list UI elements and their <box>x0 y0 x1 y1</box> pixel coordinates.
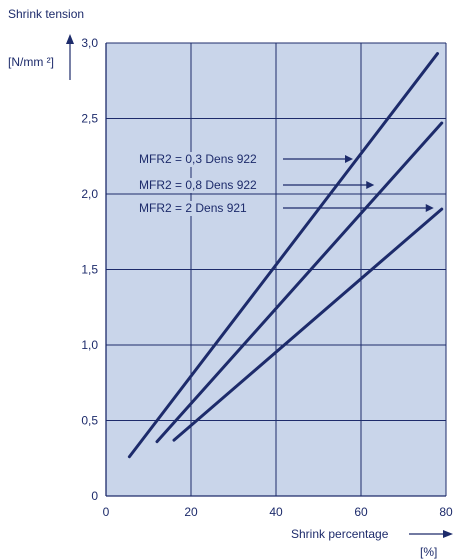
annotation-arrow-head-3 <box>425 204 434 212</box>
series-lines <box>127 52 444 459</box>
y-axis-title: Shrink tension <box>8 7 84 21</box>
series-line-3 <box>172 207 444 442</box>
x-tick-label-3: 60 <box>354 505 368 519</box>
tick-labels: 0 20 40 60 80 0 0,5 1,0 1,5 2,0 2,5 3,0 <box>81 36 453 519</box>
x-tick-label-0: 0 <box>103 505 110 519</box>
x-axis-unit: [%] <box>420 545 437 559</box>
y-tick-label-5: 2,5 <box>81 112 98 126</box>
y-axis-unit: [N/mm ²] <box>8 55 54 69</box>
x-axis-title: Shrink percentage <box>291 527 389 541</box>
x-tick-label-2: 40 <box>269 505 283 519</box>
series-label-2: MFR2 = 0,8 Dens 922 <box>139 178 257 192</box>
y-axis-arrow <box>66 34 74 80</box>
y-tick-label-2: 1,0 <box>81 338 98 352</box>
y-tick-label-4: 2,0 <box>81 187 98 201</box>
series-annotations: MFR2 = 0,3 Dens 922 MFR2 = 0,8 Dens 922 MF… <box>137 152 434 216</box>
grid-lines <box>106 42 447 496</box>
x-tick-label-1: 20 <box>184 505 198 519</box>
x-tick-label-4: 80 <box>439 505 453 519</box>
y-tick-label-6: 3,0 <box>81 36 98 50</box>
y-tick-label-3: 1,5 <box>81 263 98 277</box>
annotation-bg-2 <box>137 178 255 193</box>
series-line-1 <box>127 52 439 459</box>
annotation-arrow-head-1 <box>345 155 353 163</box>
annotation-bg-3 <box>137 201 255 216</box>
axes <box>105 43 446 497</box>
series-line-2 <box>155 121 444 444</box>
y-tick-label-0: 0 <box>91 489 98 503</box>
y-tick-label-1: 0,5 <box>81 414 98 428</box>
annotation-arrow-head-2 <box>366 181 375 189</box>
series-label-3: MFR2 = 2 Dens 921 <box>139 201 247 215</box>
series-label-1: MFR2 = 0,3 Dens 922 <box>139 152 257 166</box>
annotation-bg-1 <box>137 152 255 167</box>
x-axis-arrow <box>409 530 453 538</box>
